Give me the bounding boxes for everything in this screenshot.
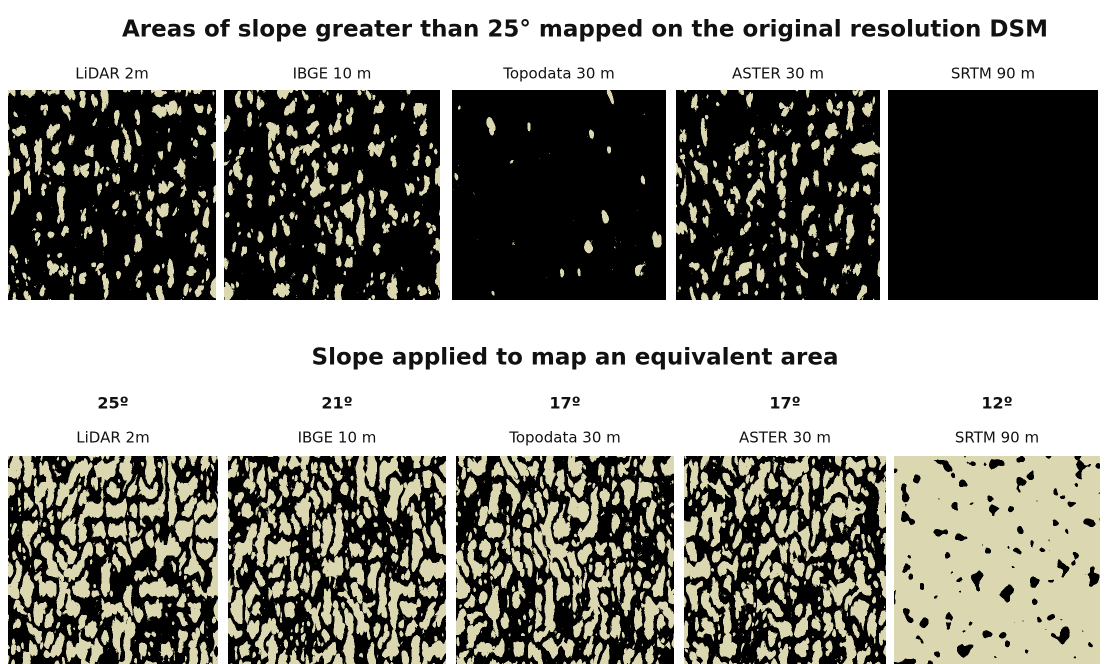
slope-map bbox=[224, 90, 440, 300]
panel-label: ASTER 30 m bbox=[739, 429, 831, 447]
page: Areas of slope greater than 25° mapped o… bbox=[0, 0, 1106, 664]
slope-map bbox=[676, 90, 880, 300]
panel-label: LiDAR 2m bbox=[76, 429, 149, 447]
panel-label: LiDAR 2m bbox=[75, 65, 148, 83]
slope-map bbox=[8, 456, 218, 664]
slope-map bbox=[228, 456, 446, 664]
panel-label: SRTM 90 m bbox=[955, 429, 1039, 447]
slope-label: 17º bbox=[549, 394, 580, 413]
slope-label: 12º bbox=[981, 394, 1012, 413]
title: Areas of slope greater than 25° mapped o… bbox=[122, 17, 1048, 43]
slope-map bbox=[456, 456, 674, 664]
slope-map bbox=[888, 90, 1098, 300]
panel-label: SRTM 90 m bbox=[951, 65, 1035, 83]
slope-map bbox=[894, 456, 1100, 664]
slope-map bbox=[684, 456, 886, 664]
slope-label: 21º bbox=[321, 394, 352, 413]
subtitle: Slope applied to map an equivalent area bbox=[312, 345, 839, 371]
panel-label: ASTER 30 m bbox=[732, 65, 824, 83]
panel-label: IBGE 10 m bbox=[298, 429, 377, 447]
slope-map bbox=[452, 90, 666, 300]
figure: Areas of slope greater than 25° mapped o… bbox=[0, 0, 1106, 664]
slope-map bbox=[8, 90, 216, 300]
panel-label: Topodata 30 m bbox=[502, 65, 615, 83]
panel-label: Topodata 30 m bbox=[508, 429, 621, 447]
slope-label: 25º bbox=[97, 394, 128, 413]
panel-label: IBGE 10 m bbox=[293, 65, 372, 83]
slope-label: 17º bbox=[769, 394, 800, 413]
